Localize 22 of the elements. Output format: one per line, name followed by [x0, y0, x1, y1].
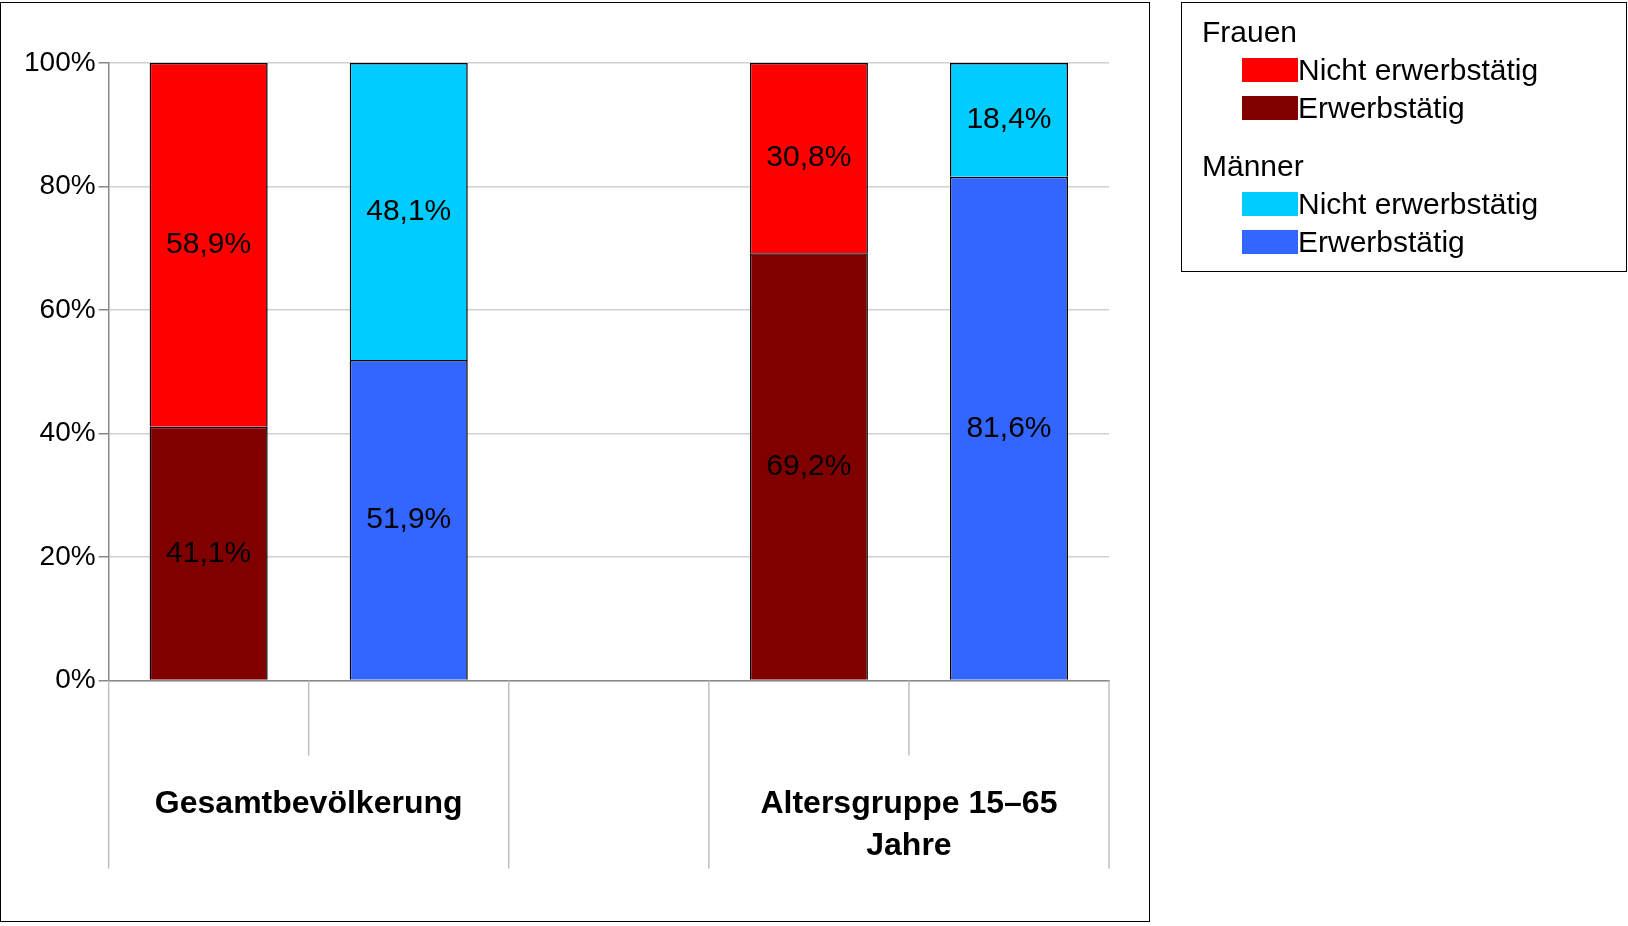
y-tick-label: 80%: [39, 169, 96, 201]
legend-label: Erwerbstätig: [1298, 225, 1465, 259]
y-tick-label: 0%: [55, 663, 96, 695]
data-label: 69,2%: [766, 447, 852, 481]
data-label: 81,6%: [966, 409, 1052, 443]
data-label: 58,9%: [166, 226, 252, 260]
data-label: 48,1%: [366, 192, 452, 226]
text: Männer: [1202, 149, 1305, 183]
text: Frauen: [1202, 15, 1299, 49]
legend-label: Erwerbstätig: [1298, 91, 1465, 125]
y-tick-label: 40%: [39, 416, 96, 448]
text: Altersgruppe 15–65 Jahre: [760, 784, 1058, 863]
y-tick-label: 100%: [23, 45, 96, 77]
data-label: 41,1%: [166, 534, 252, 568]
text: Gesamtbevölkerung: [154, 784, 463, 821]
y-tick-label: 60%: [39, 292, 96, 324]
y-tick-label: 20%: [39, 539, 96, 571]
data-label: 51,9%: [366, 501, 452, 535]
legend-label: Nicht erwerbstätig: [1298, 53, 1539, 87]
data-label: 30,8%: [766, 139, 852, 173]
data-label: 18,4%: [966, 101, 1052, 135]
legend-label: Nicht erwerbstätig: [1298, 187, 1539, 221]
